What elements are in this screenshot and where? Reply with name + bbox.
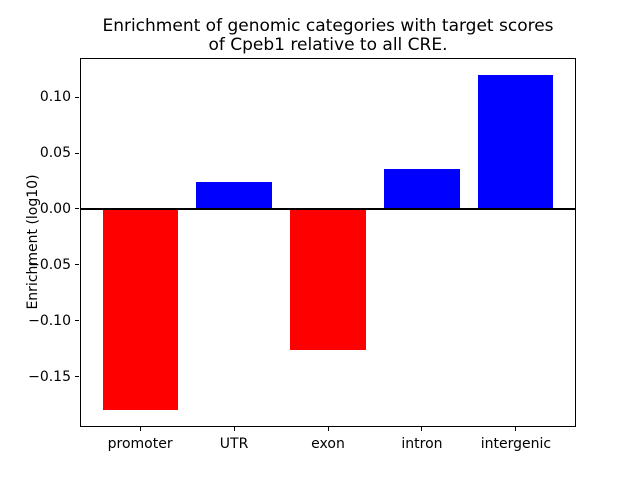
y-tick-label: −0.15 bbox=[28, 368, 71, 385]
y-tick bbox=[75, 376, 79, 378]
x-tick-intergenic bbox=[515, 427, 517, 431]
plot-area: promoter UTR exon intron intergenic 0.10 0.05 0… bbox=[28, 58, 576, 452]
y-axis-label: Enrichment (log10) bbox=[25, 174, 41, 310]
bar-intergenic bbox=[478, 74, 554, 209]
y-tick-label: 0.05 bbox=[39, 145, 71, 162]
y-tick-label: −0.10 bbox=[28, 312, 71, 329]
bar-exon bbox=[290, 208, 366, 350]
y-tick bbox=[75, 208, 79, 210]
y-tick bbox=[75, 320, 79, 322]
bar-promoter bbox=[102, 208, 178, 411]
x-tick-exon bbox=[327, 427, 329, 431]
x-tick-label-intron: intron bbox=[401, 436, 443, 452]
x-tick-label-promoter: promoter bbox=[107, 436, 173, 452]
x-tick-UTR bbox=[233, 427, 235, 431]
y-tick-label: −0.05 bbox=[28, 256, 71, 273]
chart-title: Enrichment of genomic categories with ta… bbox=[102, 16, 554, 55]
bar-UTR bbox=[196, 182, 272, 209]
x-tick-label-intergenic: intergenic bbox=[480, 436, 552, 452]
y-tick-label: 0.00 bbox=[39, 200, 71, 217]
x-tick-label-UTR: UTR bbox=[219, 436, 249, 452]
x-tick-promoter bbox=[139, 427, 141, 431]
y-tick bbox=[75, 264, 79, 266]
y-tick bbox=[75, 152, 79, 154]
x-tick-intron bbox=[421, 427, 423, 431]
zero-line bbox=[80, 207, 576, 210]
y-tick bbox=[75, 96, 79, 98]
x-tick-label-exon: exon bbox=[311, 436, 345, 452]
y-tick-label: 0.10 bbox=[39, 89, 71, 106]
bar-intron bbox=[384, 168, 460, 209]
